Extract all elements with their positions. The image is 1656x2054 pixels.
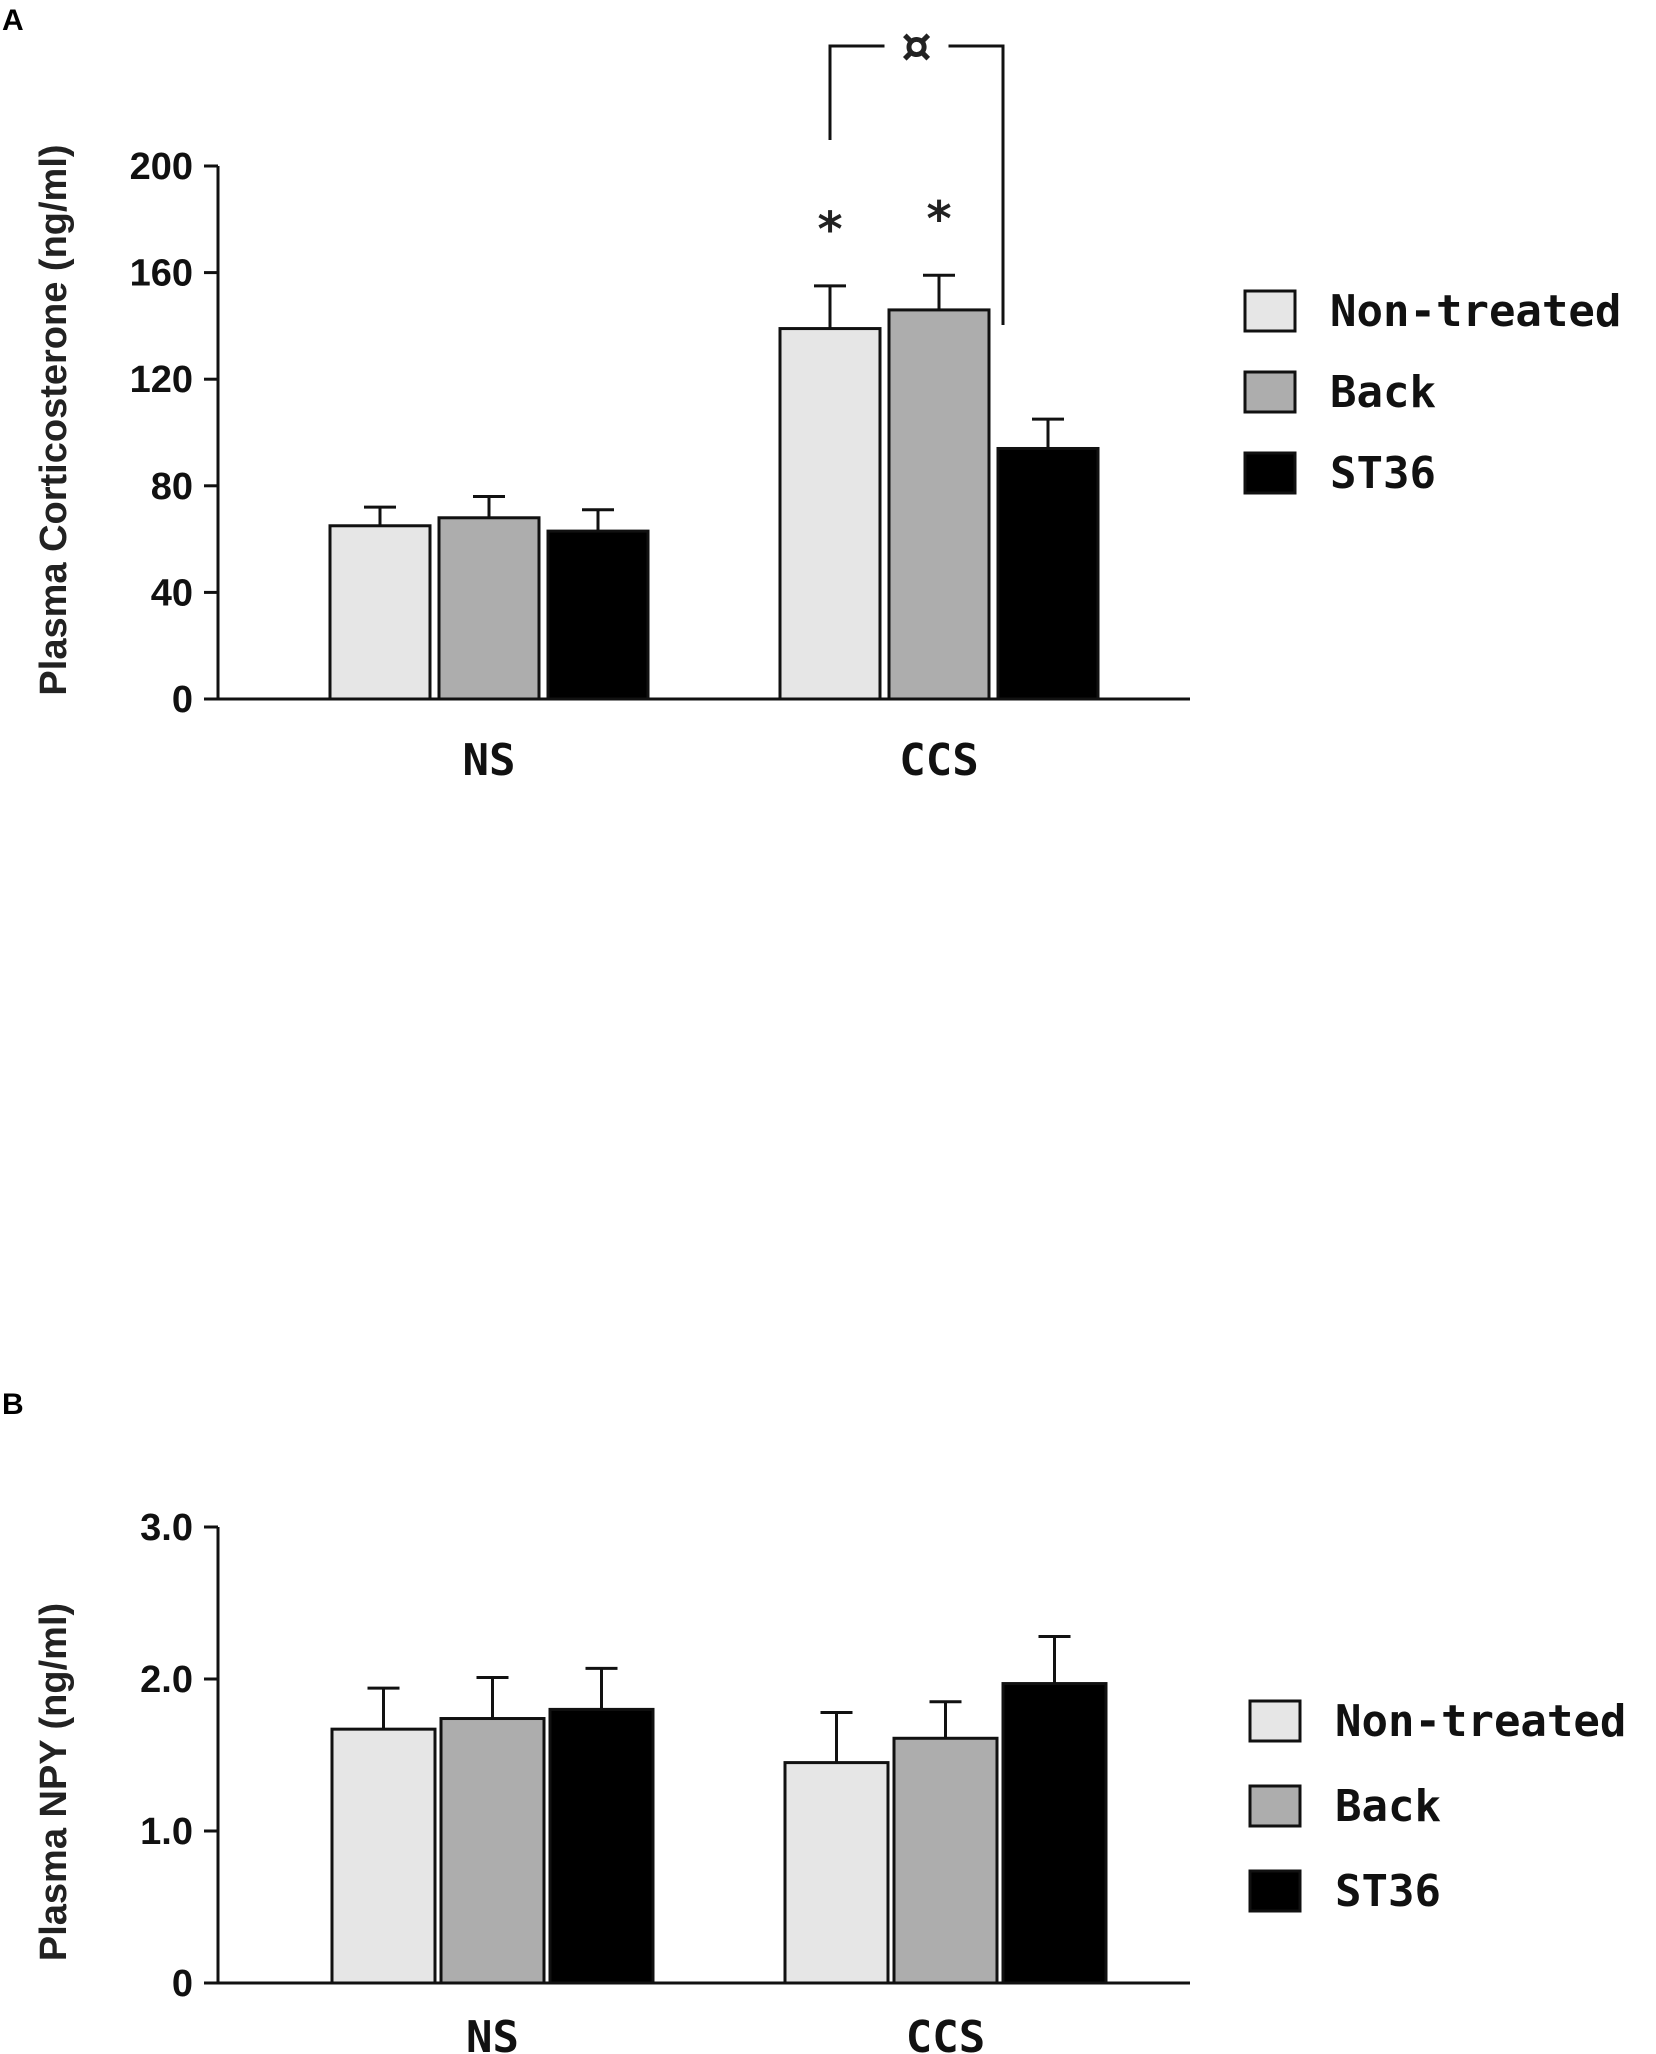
panel-a-y-tick-label: 0 bbox=[172, 679, 193, 721]
panel-b-legend-swatch-st36 bbox=[1248, 1869, 1302, 1913]
panel-a-y-tick-label: 160 bbox=[130, 253, 193, 295]
panel-a-legend-swatch-st36 bbox=[1243, 451, 1297, 495]
panel-a-category-label: NS bbox=[463, 735, 516, 786]
panel-a-y-ticks: 0 40 80 120 160 200 bbox=[130, 146, 218, 721]
panel-a-category-labels: NS CCS bbox=[463, 735, 979, 786]
panel-a-bar-ccs-st36 bbox=[996, 446, 1100, 701]
panel-a-y-tick-label: 40 bbox=[151, 572, 193, 614]
panel-a-y-axis-label: Plasma Corticosterone (ng/ml) bbox=[33, 144, 75, 695]
panel-a-significance-asterisk: * bbox=[926, 191, 951, 247]
panel-a-legend-label: Non-treated bbox=[1330, 286, 1621, 337]
panel-b-legend-label: Back bbox=[1335, 1781, 1441, 1832]
panel-b-bar-ccs-st36 bbox=[1001, 1682, 1108, 1985]
panel-b-bar-ns-back bbox=[439, 1717, 546, 1985]
panel-b-bar-ns-non-treated bbox=[330, 1727, 437, 1985]
panel-a: A Plasma Corticosterone (ng/ml) 0 40 80 120… bbox=[2, 4, 1621, 786]
panel-b-bars bbox=[330, 1634, 1108, 1985]
panel-a-bar-ns-back bbox=[437, 516, 541, 701]
panel-b-legend-swatch-non-treated bbox=[1248, 1699, 1302, 1743]
panel-a-bar-ccs-back bbox=[887, 308, 991, 701]
panel-a-bars bbox=[328, 273, 1100, 701]
panel-a-letter: A bbox=[2, 4, 24, 37]
panel-b-y-ticks: 0 1.0 2.0 3.0 bbox=[140, 1507, 218, 2005]
panel-b-category-labels: NS CCS bbox=[466, 2012, 985, 2054]
panel-a-bracket-symbol: ¤ bbox=[901, 18, 932, 74]
panel-a-y-tick-label: 120 bbox=[130, 359, 193, 401]
panel-a-bar-ns-st36 bbox=[546, 529, 650, 701]
panel-a-category-label: CCS bbox=[899, 735, 978, 786]
panel-b-legend-swatch-back bbox=[1248, 1784, 1302, 1828]
panel-b-letter: B bbox=[2, 1388, 24, 1421]
panel-a-annotations: * * ¤ bbox=[817, 18, 1005, 325]
panel-b-y-tick-label: 0 bbox=[172, 1963, 193, 2005]
panel-a-legend-swatch-back bbox=[1243, 370, 1297, 414]
panel-b-category-label: CCS bbox=[906, 2012, 985, 2054]
panel-a-comparison-bracket bbox=[828, 44, 1005, 325]
panel-b-y-tick-label: 3.0 bbox=[140, 1507, 193, 1549]
panel-a-bar-ccs-non-treated bbox=[778, 327, 882, 701]
panel-b-y-axis-label: Plasma NPY (ng/ml) bbox=[33, 1603, 75, 1961]
panel-a-legend: Non-treated Back ST36 bbox=[1243, 286, 1621, 499]
panel-a-y-tick-label: 200 bbox=[130, 146, 193, 188]
panel-b-category-label: NS bbox=[466, 2012, 519, 2054]
panel-b: B Plasma NPY (ng/ml) 0 1.0 2.0 3.0 NS CCS No… bbox=[2, 1388, 1626, 2054]
panel-b-bar-ccs-non-treated bbox=[783, 1761, 890, 1985]
panel-b-legend-label: ST36 bbox=[1335, 1866, 1441, 1917]
panel-b-bar-ccs-back bbox=[892, 1736, 999, 1985]
panel-b-legend-label: Non-treated bbox=[1335, 1696, 1626, 1747]
panel-b-y-tick-label: 2.0 bbox=[140, 1659, 193, 1701]
panel-b-bar-ns-st36 bbox=[548, 1707, 655, 1985]
panel-a-significance-asterisk: * bbox=[817, 202, 842, 258]
panel-a-legend-label: ST36 bbox=[1330, 448, 1436, 499]
panel-b-legend: Non-treated Back ST36 bbox=[1248, 1696, 1626, 1917]
panel-a-bar-ns-non-treated bbox=[328, 524, 432, 701]
panel-a-y-tick-label: 80 bbox=[151, 466, 193, 508]
panel-b-y-tick-label: 1.0 bbox=[140, 1811, 193, 1853]
panel-a-legend-label: Back bbox=[1330, 367, 1436, 418]
panel-a-legend-swatch-non-treated bbox=[1243, 289, 1297, 333]
